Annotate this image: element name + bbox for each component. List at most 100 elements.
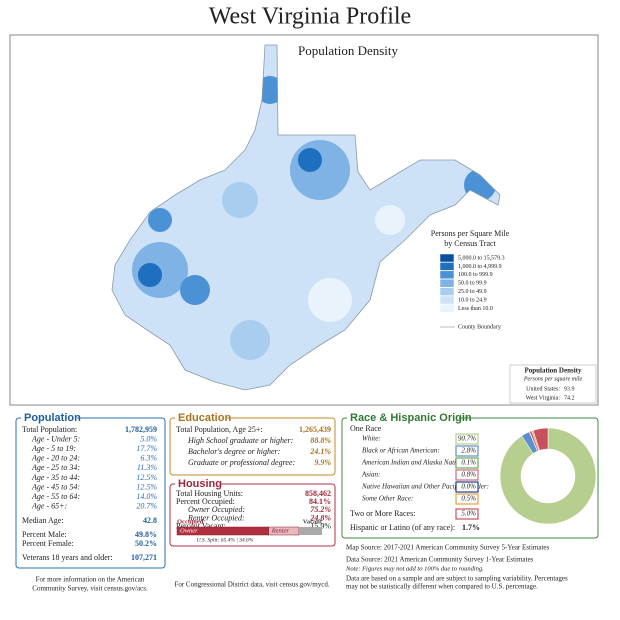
row-label: Veterans 18 years and older: [22,553,113,562]
legend-label: Less than 10.0 [458,306,493,312]
row-label: Hispanic or Latino (of any race): [350,523,455,532]
source: Data Source: 2021 American Community Sur… [346,556,534,564]
row-label: Two or More Races: [350,509,415,518]
legend-label: 10.0 to 24.9 [458,297,487,303]
row-label: Some Other Race: [362,495,413,503]
section-heading-bg [21,411,77,424]
section-heading-bg [347,411,459,424]
row-label: Black or African American: [362,447,440,455]
inset-label: United States: [526,386,560,392]
legend-swatch [439,278,455,288]
value-label: 2.8% [461,447,476,455]
value-box [455,469,479,481]
row-label: Age - 55 to 64: [31,492,80,501]
source: Data are based on a sample and are subje… [346,575,568,583]
bar-note: U.S. Split: 65.4% | 34.6% [197,536,254,543]
legend-label: 50.0 to 99.9 [458,281,487,287]
row-label: Age - 65+: [31,502,68,511]
row-label: Age - 20 to 24: [31,454,80,463]
footnote: For Congressional District data, visit c… [174,581,329,589]
bar-segment [298,527,322,535]
legend-swatch [439,262,455,271]
row-label: Bachelor's degree or higher: [188,447,281,456]
bar-series-label: Vacant [303,518,323,525]
section-heading: Race & Hispanic Origin [350,412,472,424]
row-label: Renter Occupied: [187,513,245,522]
row-value: 858,462 [305,489,331,498]
value-label: 0.1% [461,459,476,467]
row-value: 1,265,439 [299,425,331,434]
housing-box [169,483,336,547]
legend-swatch [439,295,455,305]
row-value: 50.2% [135,539,157,548]
row-value: 11.3% [137,463,157,472]
section-heading: Housing [178,478,222,490]
row-label: Owner Occupied: [188,505,245,514]
row-value: 24.8% [309,513,331,522]
inset-subtitle: Persons per square mile [523,376,583,382]
value-label: 0.0% [461,483,476,491]
bar-label: Renter [271,527,290,534]
section-heading-bg [175,477,221,490]
row-label: Age - 35 to 44: [31,473,80,482]
legend-swatch [439,287,455,296]
row-value: 49.8% [135,530,157,539]
row-label: Age - 45 to 54: [31,482,80,491]
bar-label: Owner [180,527,198,534]
legend-swatch [439,270,455,280]
row-value: 24.1% [309,447,331,456]
row-value: 12.5% [136,473,157,482]
section-heading: Population [24,412,81,424]
row-value: 84.1% [309,497,331,506]
source: Note: Figures may not add to 100% due to… [345,565,484,572]
value-box [455,433,479,445]
row-value: 20.7% [136,502,157,511]
section-heading: Education [178,412,231,424]
row-label: One Race [350,424,382,433]
row-label: High School graduate or higher: [187,436,294,445]
row-label: Asian: [361,471,380,479]
value-label: 90.7% [458,435,476,443]
inset-title: Population Density [525,367,582,375]
legend-label: County Boundary [458,324,501,330]
row-value: 6.3% [140,454,157,463]
section-heading-bg [175,411,227,424]
map-title: Population Density [298,43,399,58]
value-label: 5.0% [461,510,476,518]
legend-title: by Census Tract [444,239,496,248]
value-box [455,457,479,469]
page-title: West Virginia Profile [209,4,411,30]
value-box [455,493,479,505]
legend-label: 1,000.0 to 4,999.9 [458,264,502,270]
row-value: 5.0% [140,434,157,443]
row-value: 1.7% [462,523,480,532]
footnote: Community Survey, visit census.gov/acs. [32,585,148,593]
row-label: Age - 5 to 19: [31,444,76,453]
row-label: Median Age: [22,516,64,525]
source: may not be statistically different when … [346,583,538,591]
education-box [169,417,336,476]
value-label: 0.8% [461,471,476,479]
legend-title: Persons per Square Mile [431,229,510,238]
row-label: Age - 25 to 34: [31,463,80,472]
inset-label: West Virginia: [526,395,561,401]
row-label: White: [362,435,381,443]
row-label: Total Housing Units: [176,489,243,498]
row-label: American Indian and Alaska Native: [361,459,465,467]
row-value: 107,271 [131,553,157,562]
row-value: 75.2% [310,505,331,514]
row-value: 1,782,959 [125,425,157,434]
legend-swatch [439,304,455,313]
legend-swatch [439,253,455,263]
row-value: 9.9% [314,458,331,467]
population-box [15,417,166,569]
row-value: 42.8 [143,516,157,525]
row-value: 15.9% [310,522,331,531]
row-value: 14.0% [136,492,157,501]
row-label: Total Population, Age 25+: [176,425,263,434]
legend-label: 25.0 to 49.9 [458,289,487,295]
footnote: For more information on the American [36,576,145,584]
legend-label: 5,000.0 to 15,579.3 [458,255,505,261]
legend-label: 100.0 to 999.9 [458,272,493,278]
